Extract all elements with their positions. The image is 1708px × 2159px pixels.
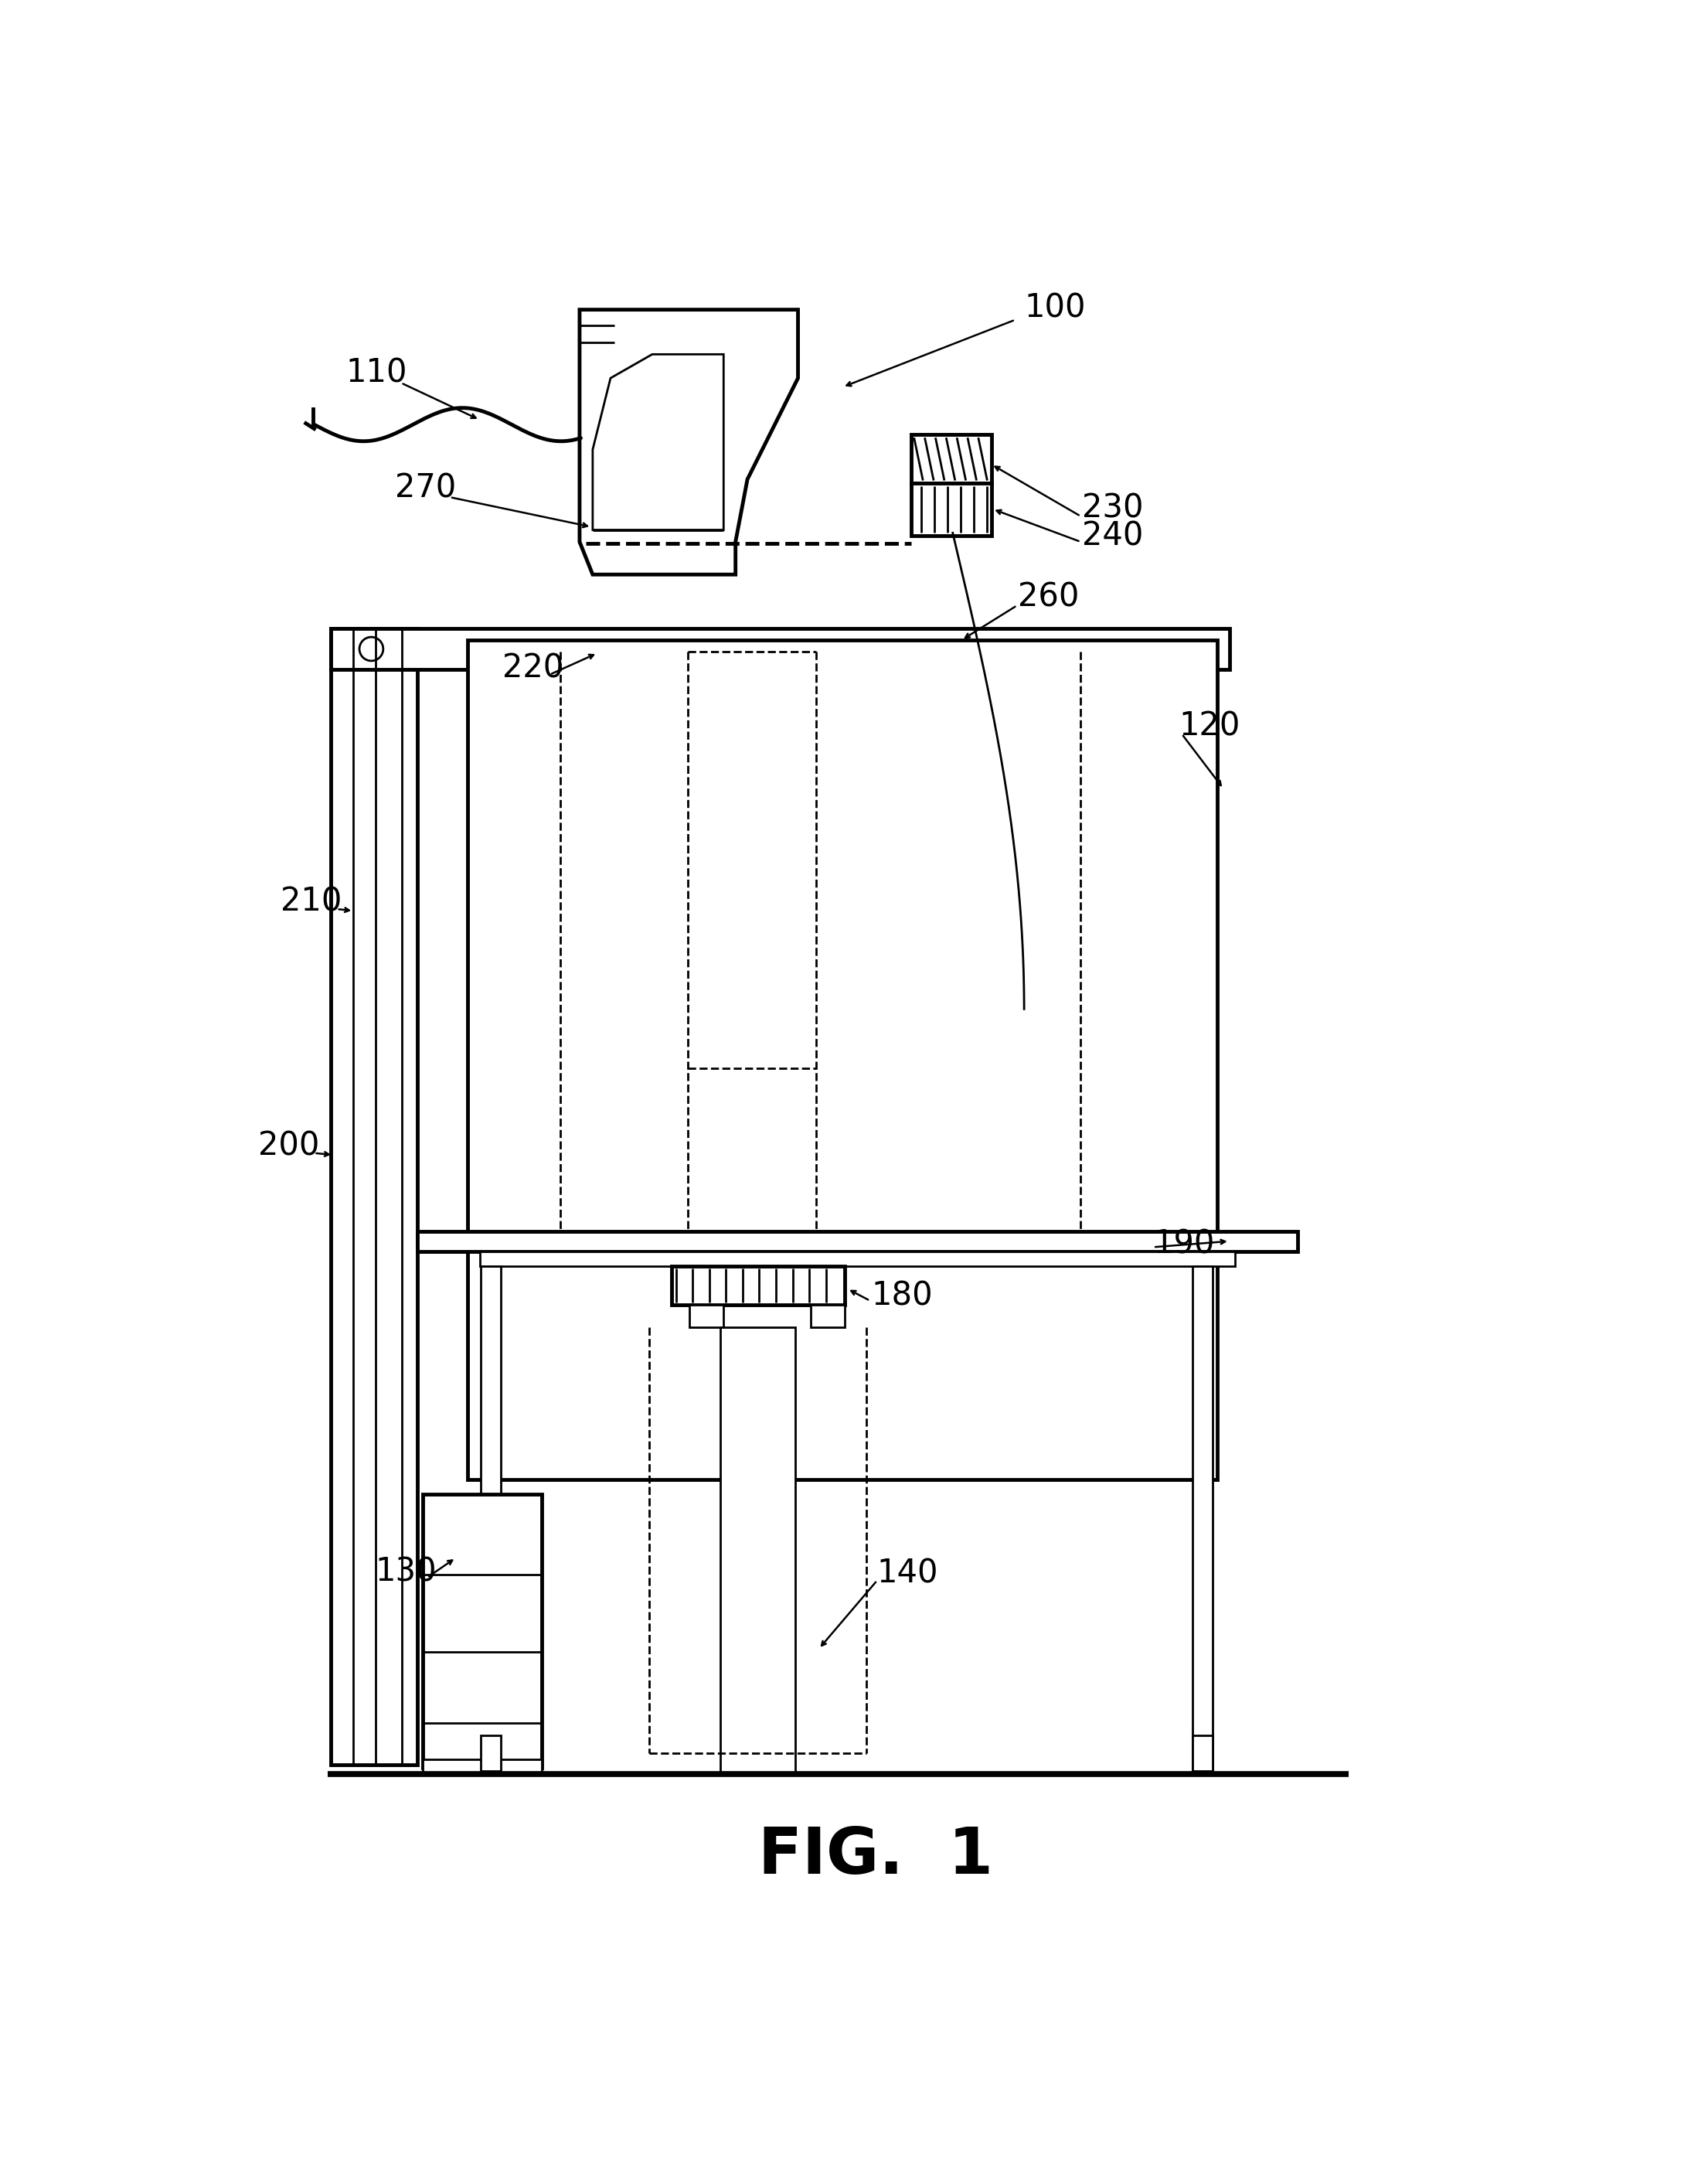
Bar (721, 1328, 794, 1773)
Bar (688, 1304, 724, 1328)
Bar (671, 1265, 845, 1304)
Bar (1192, 1265, 1213, 1770)
Text: 270: 270 (395, 473, 456, 505)
Circle shape (359, 637, 383, 661)
Bar (910, 434, 991, 484)
Text: 190: 190 (1153, 1228, 1214, 1261)
Text: 240: 240 (1081, 520, 1143, 553)
Bar (424, 1494, 541, 1768)
Bar (811, 1304, 845, 1328)
Bar (482, 1265, 500, 1770)
Text: FIG.  1: FIG. 1 (758, 1824, 992, 1887)
Bar (331, 628, 417, 1764)
Text: 140: 140 (878, 1557, 939, 1589)
Text: 230: 230 (1081, 492, 1143, 525)
Bar (910, 484, 991, 535)
Text: 200: 200 (258, 1129, 319, 1162)
Bar (424, 1760, 541, 1773)
Polygon shape (593, 354, 724, 529)
Bar (482, 1736, 500, 1770)
Text: 100: 100 (1025, 291, 1086, 324)
Text: 130: 130 (376, 1554, 437, 1587)
Text: 120: 120 (1179, 710, 1240, 743)
Text: 180: 180 (871, 1280, 933, 1313)
Bar (1192, 1736, 1213, 1770)
Text: 220: 220 (502, 652, 564, 684)
Bar (480, 1252, 1235, 1265)
Text: 210: 210 (280, 885, 342, 918)
Bar (468, 639, 1218, 1479)
Polygon shape (579, 309, 798, 574)
Bar (331, 628, 1230, 669)
Bar (579, 309, 615, 542)
Text: 260: 260 (1018, 581, 1079, 613)
Bar (417, 1231, 1298, 1252)
Text: 110: 110 (345, 356, 407, 389)
